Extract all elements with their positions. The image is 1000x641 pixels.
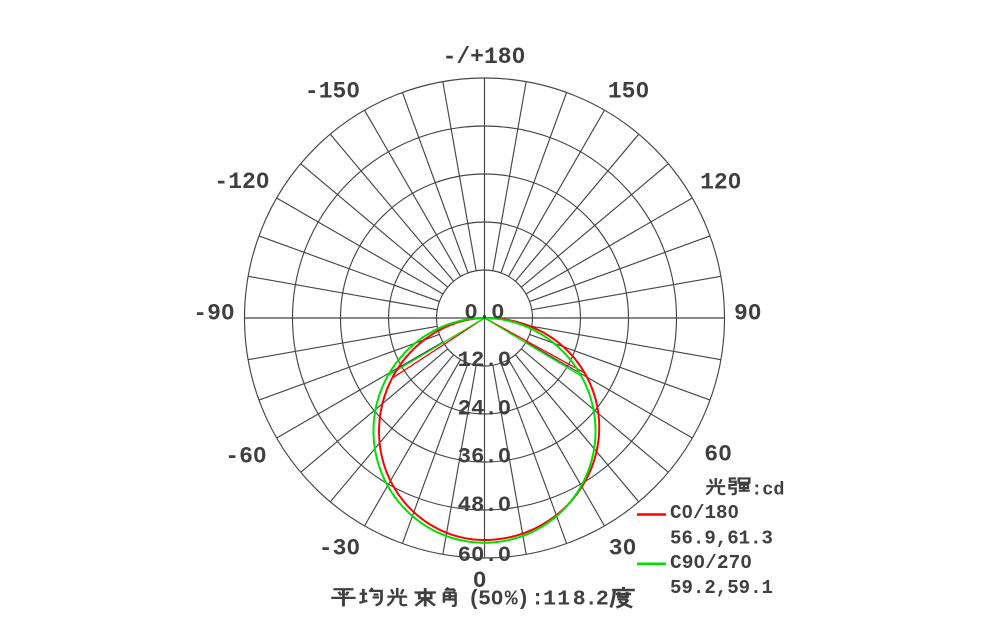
svg-text:30: 30 — [609, 536, 637, 562]
svg-text:C90/270: C90/270 — [670, 552, 752, 574]
svg-text:48.0: 48.0 — [458, 492, 512, 518]
svg-text:C0/180: C0/180 — [670, 502, 739, 524]
svg-text:(50%):118.2: (50%):118.2 — [468, 588, 609, 612]
svg-text:60: 60 — [704, 442, 732, 468]
svg-text:24.0: 24.0 — [458, 395, 512, 421]
svg-text:36.0: 36.0 — [458, 444, 512, 470]
svg-text:60.0: 60.0 — [458, 542, 512, 568]
svg-text:59.2,59.1: 59.2,59.1 — [670, 577, 773, 599]
svg-text::cd: :cd — [751, 480, 784, 501]
svg-text:-/+180: -/+180 — [443, 44, 526, 70]
svg-text:12.0: 12.0 — [458, 347, 512, 373]
svg-text:56.9,61.3: 56.9,61.3 — [670, 527, 773, 549]
svg-text:-120: -120 — [214, 169, 269, 195]
svg-text:90: 90 — [734, 301, 762, 327]
svg-text:-150: -150 — [305, 78, 360, 104]
